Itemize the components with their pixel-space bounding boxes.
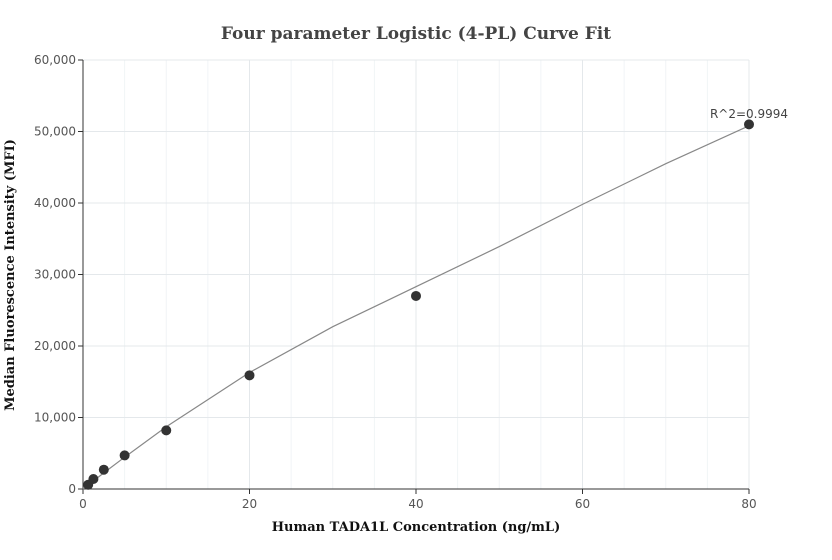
data-point — [244, 370, 255, 381]
data-point — [744, 119, 754, 130]
grid — [83, 59, 750, 489]
tick-labels: 0 10,000 20,000 30,000 40,000 50,000 60,000 0 20… — [34, 53, 757, 511]
x-tick-label: 20 — [242, 497, 257, 511]
y-tick-label: 40,000 — [34, 196, 76, 210]
r-squared-annotation: R^2=0.9994 — [710, 107, 788, 121]
data-points — [83, 119, 754, 490]
data-point — [119, 450, 130, 461]
y-tick-label: 0 — [68, 482, 76, 496]
axes — [78, 59, 750, 494]
fit-curve-group — [82, 125, 750, 490]
x-tick-label: 40 — [408, 497, 423, 511]
data-point — [161, 425, 172, 436]
chart-title: Four parameter Logistic (4-PL) Curve Fit — [221, 24, 611, 44]
x-tick-label: 60 — [575, 497, 590, 511]
data-point — [98, 464, 109, 475]
y-tick-label: 30,000 — [34, 268, 76, 282]
data-point — [411, 290, 421, 301]
y-tick-label: 10,000 — [34, 411, 76, 425]
y-tick-label: 50,000 — [34, 125, 76, 139]
y-tick-label: 60,000 — [34, 53, 76, 67]
x-axis-label: Human TADA1L Concentration (ng/mL) — [272, 520, 560, 535]
x-tick-label: 80 — [741, 497, 756, 511]
x-tick-label: 0 — [79, 497, 87, 511]
y-tick-label: 20,000 — [34, 339, 76, 353]
data-point — [88, 473, 99, 484]
fit-curve — [82, 125, 750, 490]
y-axis-label: Median Fluorescence Intensity (MFI) — [3, 139, 18, 411]
